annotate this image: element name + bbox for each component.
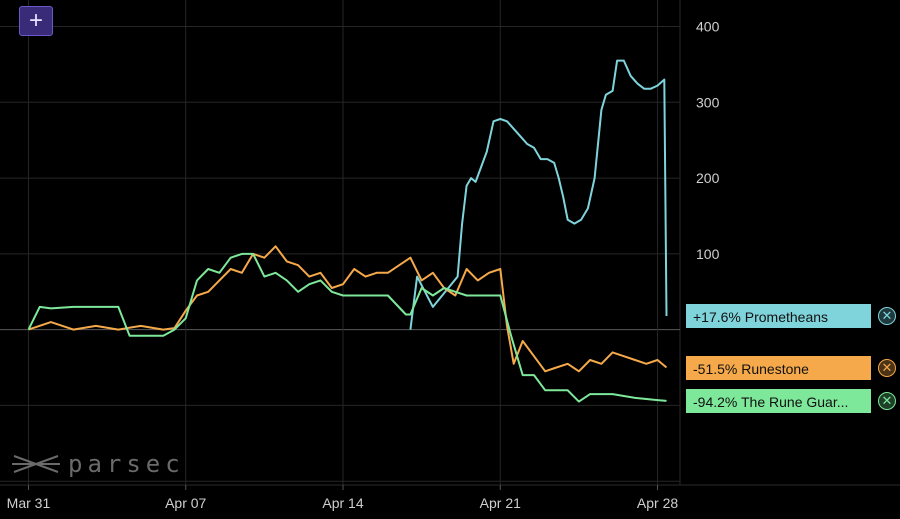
x-tick-label: Apr 21: [480, 495, 521, 511]
x-tick-label: Apr 14: [322, 495, 363, 511]
y-axis-ticks: 100 200 300 400: [696, 19, 720, 262]
parsec-logo-text: parsec: [68, 450, 185, 478]
remove-series-prometheans-icon[interactable]: ✕: [878, 307, 896, 325]
remove-series-runestone-icon[interactable]: ✕: [878, 359, 896, 377]
series-label-prometheans[interactable]: +17.6% Prometheans: [686, 304, 871, 328]
add-series-button[interactable]: +: [19, 6, 53, 36]
x-axis-ticks: Mar 31 Apr 07 Apr 14 Apr 21 Apr 28: [7, 485, 678, 511]
series-line-runestone: [28, 245, 668, 373]
series-label-runestone[interactable]: -51.5% Runestone: [686, 356, 871, 380]
chart-grid: [0, 0, 900, 486]
parsec-logo: parsec: [12, 450, 185, 478]
chart-series: [27, 59, 668, 403]
series-line-prometheans: [409, 59, 668, 330]
series-line-the-rune-guardians: [27, 252, 667, 403]
x-tick-label: Apr 07: [165, 495, 206, 511]
remove-series-the-rune-guardians-icon[interactable]: ✕: [878, 392, 896, 410]
y-tick-label: 300: [696, 94, 720, 110]
x-tick-label: Apr 28: [637, 495, 678, 511]
y-tick-label: 100: [696, 246, 720, 262]
y-tick-label: 400: [696, 19, 720, 35]
parsec-logo-icon: [12, 455, 60, 473]
series-label-the-rune-guardians[interactable]: -94.2% The Rune Guar...: [686, 389, 871, 413]
y-tick-label: 200: [696, 170, 720, 186]
x-tick-label: Mar 31: [7, 495, 51, 511]
